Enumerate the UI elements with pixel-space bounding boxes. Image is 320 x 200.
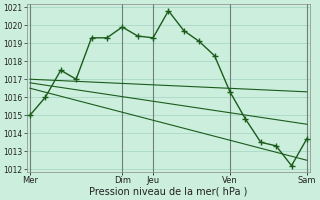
X-axis label: Pression niveau de la mer( hPa ): Pression niveau de la mer( hPa ) (89, 187, 248, 197)
